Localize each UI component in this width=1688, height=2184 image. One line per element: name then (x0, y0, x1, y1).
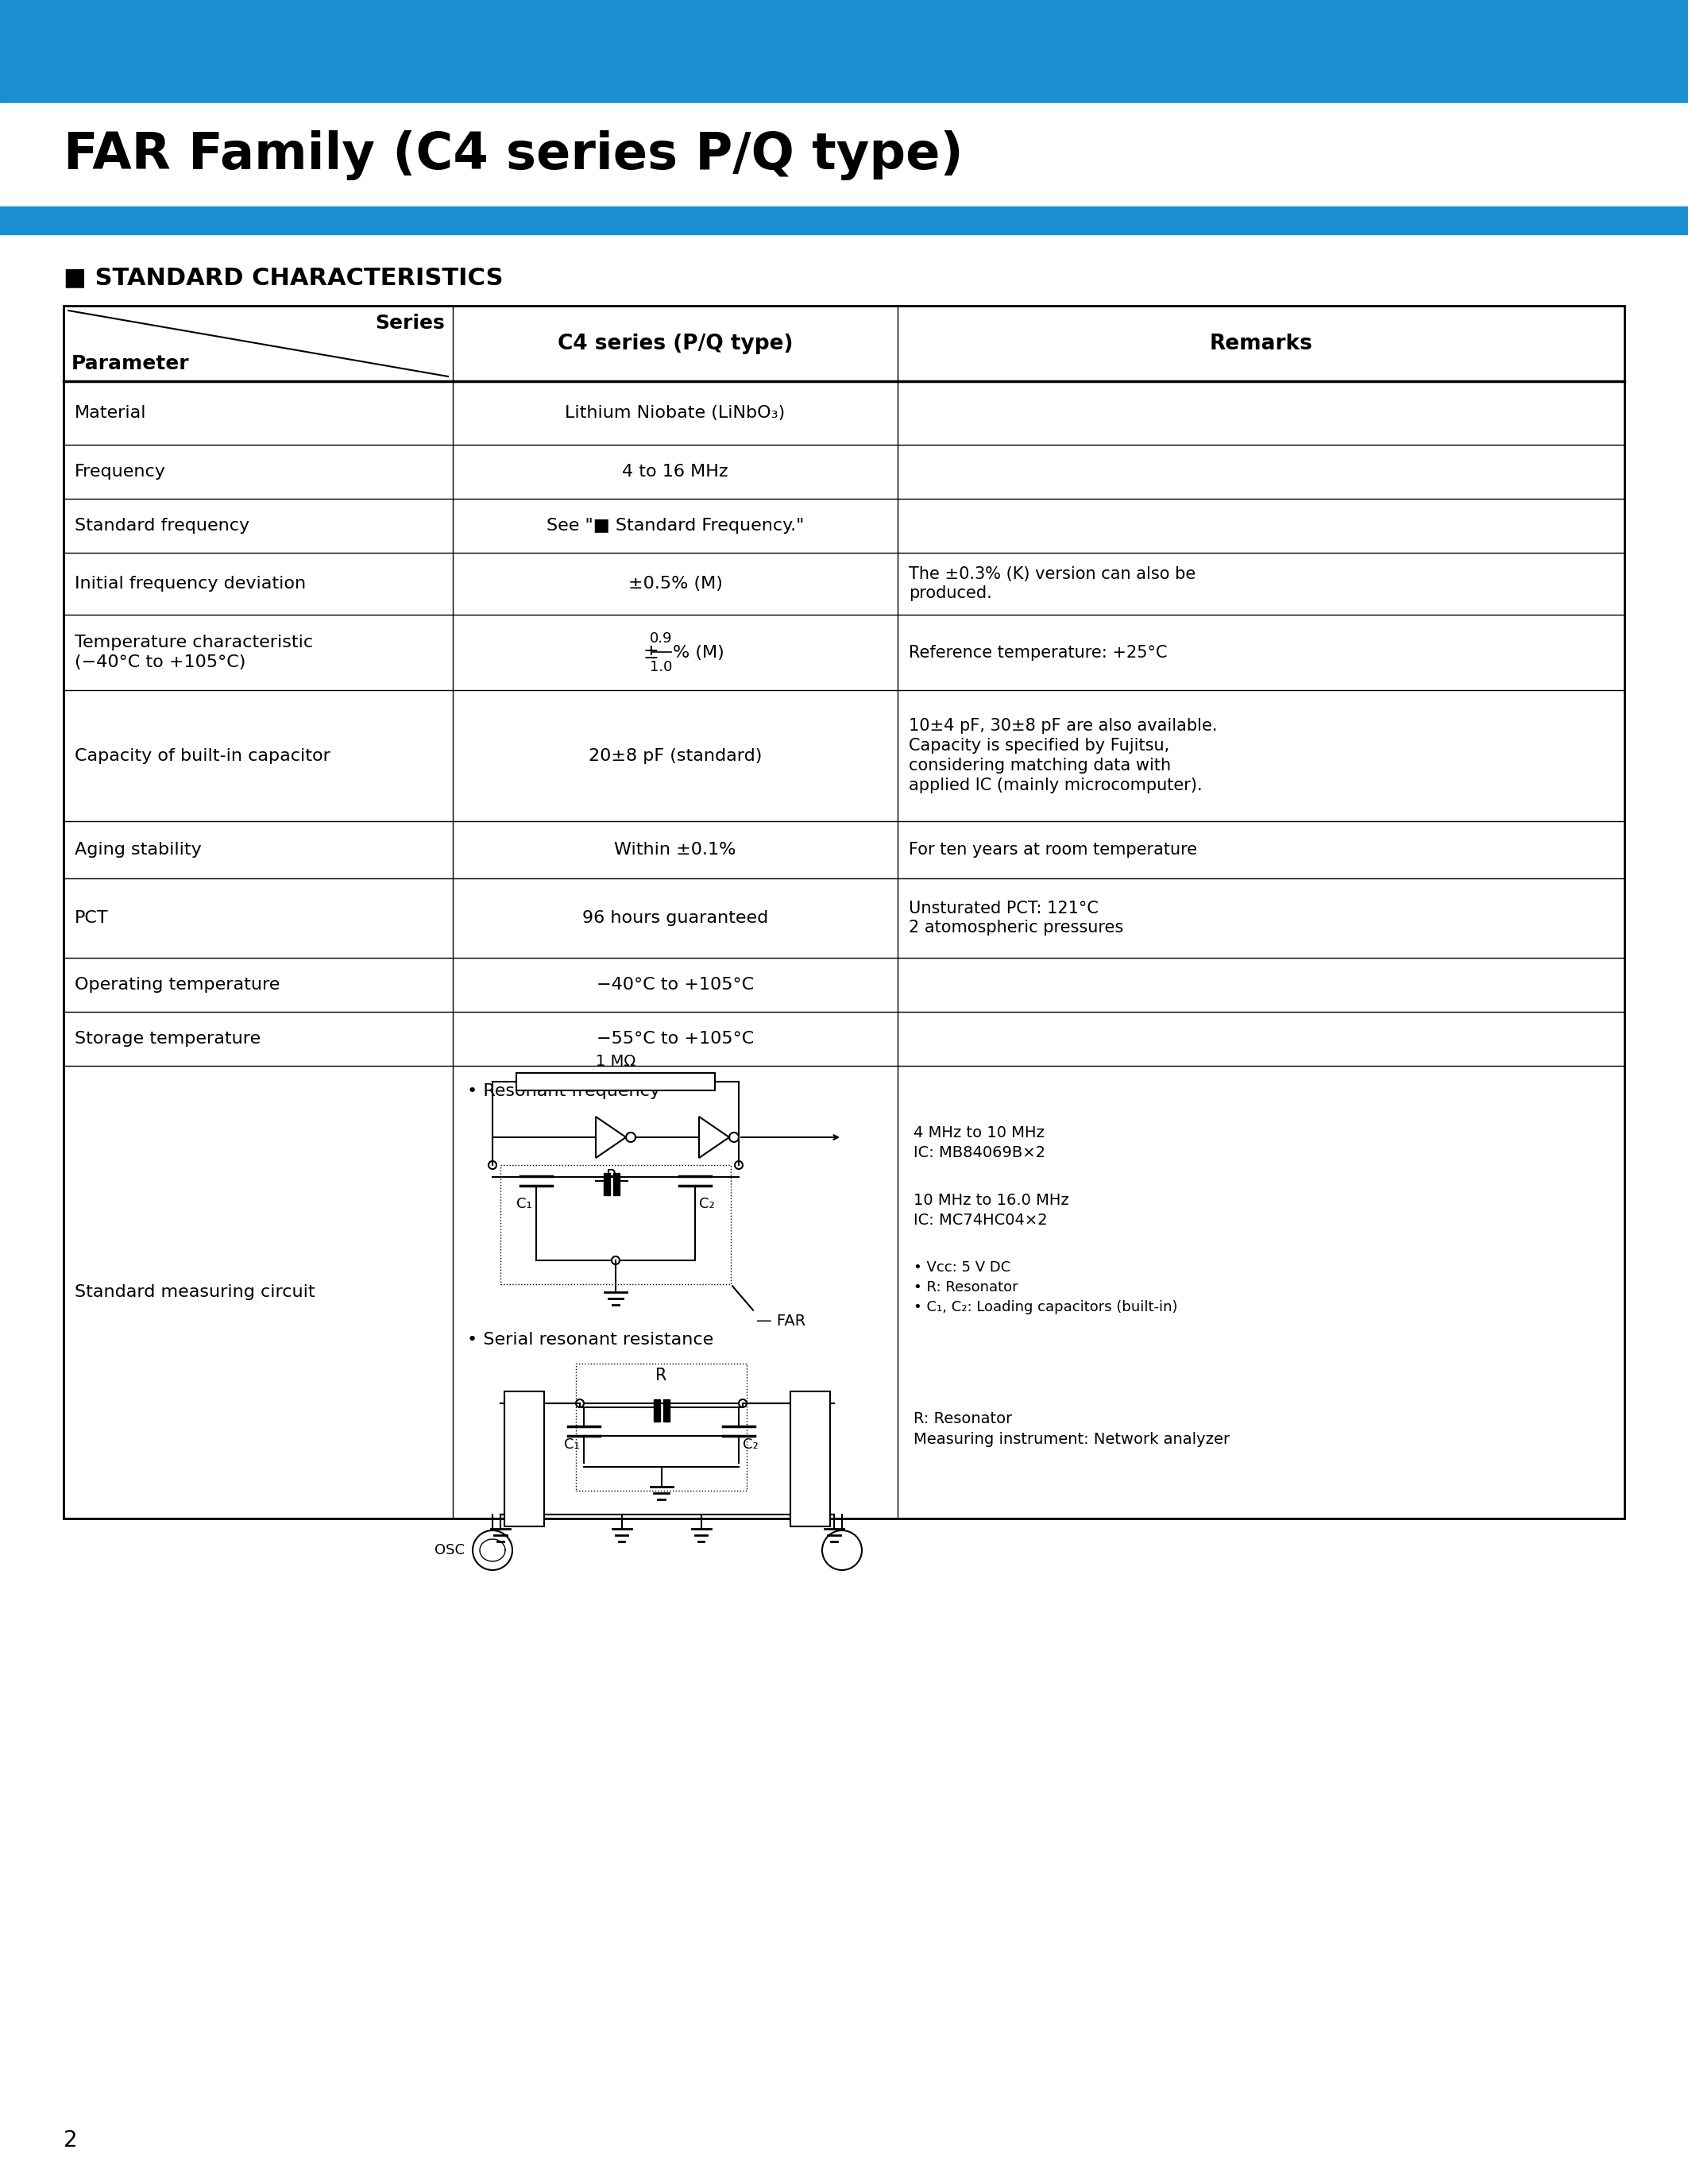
Text: LM: LM (832, 1544, 852, 1557)
Text: • Resonant frequency: • Resonant frequency (468, 1083, 660, 1099)
Text: 4 to 16 MHz: 4 to 16 MHz (623, 463, 728, 480)
Text: The ±0.3% (K) version can also be
produced.: The ±0.3% (K) version can also be produc… (908, 566, 1195, 601)
Text: Unsturated PCT: 121°C
2 atomospheric pressures: Unsturated PCT: 121°C 2 atomospheric pre… (908, 900, 1124, 937)
Bar (500, 1164, 731, 1284)
Text: Material: Material (74, 404, 147, 422)
Text: 0.9: 0.9 (650, 631, 672, 644)
Text: • Serial resonant resistance: • Serial resonant resistance (468, 1332, 714, 1348)
Text: C₁: C₁ (564, 1437, 581, 1452)
Bar (517, 1072, 716, 1090)
Bar (505, 1391, 544, 1527)
Text: — FAR: — FAR (756, 1313, 805, 1328)
Text: C4 series (P/Q type): C4 series (P/Q type) (557, 334, 793, 354)
Text: Parameter: Parameter (71, 354, 189, 373)
Text: 75 Ω: 75 Ω (508, 1452, 542, 1465)
Circle shape (576, 1400, 584, 1406)
Text: See "■ Standard Frequency.": See "■ Standard Frequency." (547, 518, 803, 533)
Text: 1 MΩ: 1 MΩ (596, 1055, 636, 1068)
Circle shape (473, 1531, 513, 1570)
Bar (653, 1400, 660, 1422)
Text: Reference temperature: +25°C: Reference temperature: +25°C (908, 644, 1168, 660)
Text: Storage temperature: Storage temperature (74, 1031, 260, 1046)
Bar (64, 306, 1624, 1518)
Text: ±: ± (643, 642, 658, 662)
Text: OSC: OSC (434, 1544, 464, 1557)
Circle shape (611, 1256, 619, 1265)
Bar (613, 1173, 619, 1195)
Bar (576, 1363, 746, 1492)
Text: Aging stability: Aging stability (74, 841, 201, 858)
Text: 96 hours guaranteed: 96 hours guaranteed (582, 911, 768, 926)
Text: Series: Series (375, 314, 446, 332)
Text: 20±8 pF (standard): 20±8 pF (standard) (589, 747, 761, 764)
Text: ■ STANDARD CHARACTERISTICS: ■ STANDARD CHARACTERISTICS (64, 266, 503, 290)
Bar (0, 0, 1688, 103)
Circle shape (488, 1162, 496, 1168)
Text: For ten years at room temperature: For ten years at room temperature (908, 841, 1197, 858)
Text: 75 Ω: 75 Ω (793, 1452, 827, 1465)
Text: R: Resonator
Measuring instrument: Network analyzer: R: Resonator Measuring instrument: Netwo… (913, 1411, 1231, 1448)
Circle shape (739, 1400, 746, 1406)
Text: R: R (655, 1367, 667, 1382)
Bar (0, 103, 1688, 207)
Text: Temperature characteristic
(−40°C to +105°C): Temperature characteristic (−40°C to +10… (74, 636, 312, 670)
Text: 10±4 pF, 30±8 pF are also available.
Capacity is specified by Fujitsu,
consideri: 10±4 pF, 30±8 pF are also available. Cap… (908, 719, 1217, 793)
Text: −40°C to +105°C: −40°C to +105°C (596, 976, 755, 994)
Text: Remarks: Remarks (1209, 334, 1313, 354)
Text: Lithium Niobate (LiNbO₃): Lithium Niobate (LiNbO₃) (565, 404, 785, 422)
Text: 1.0: 1.0 (650, 660, 672, 675)
Text: Capacity of built-in capacitor: Capacity of built-in capacitor (74, 747, 331, 764)
Circle shape (822, 1531, 863, 1570)
Text: % (M): % (M) (674, 644, 724, 660)
Text: FAR Family (C4 series P/Q type): FAR Family (C4 series P/Q type) (64, 129, 964, 179)
Text: R: R (606, 1168, 618, 1186)
Text: Operating temperature: Operating temperature (74, 976, 280, 994)
Text: • Vcc: 5 V DC
• R: Resonator
• C₁, C₂: Loading capacitors (built-in): • Vcc: 5 V DC • R: Resonator • C₁, C₂: L… (913, 1260, 1178, 1315)
Text: 10 MHz to 16.0 MHz
IC: MC74HC04×2: 10 MHz to 16.0 MHz IC: MC74HC04×2 (913, 1192, 1069, 1227)
Text: 2: 2 (64, 2129, 78, 2151)
Text: C₂: C₂ (699, 1197, 714, 1212)
Text: Within ±0.1%: Within ±0.1% (614, 841, 736, 858)
Text: −55°C to +105°C: −55°C to +105°C (596, 1031, 755, 1046)
Text: C₁: C₁ (517, 1197, 532, 1212)
Text: Initial frequency deviation: Initial frequency deviation (74, 577, 306, 592)
Bar (790, 1391, 830, 1527)
Text: C₂: C₂ (743, 1437, 758, 1452)
Bar (604, 1173, 609, 1195)
Text: 4 MHz to 10 MHz
IC: MB84069B×2: 4 MHz to 10 MHz IC: MB84069B×2 (913, 1125, 1045, 1160)
Text: Frequency: Frequency (74, 463, 165, 480)
Text: ±0.5% (M): ±0.5% (M) (628, 577, 722, 592)
Text: Standard measuring circuit: Standard measuring circuit (74, 1284, 316, 1299)
Bar (0, 207, 1688, 234)
Text: PCT: PCT (74, 911, 108, 926)
Bar (663, 1400, 668, 1422)
Text: Standard frequency: Standard frequency (74, 518, 250, 533)
Circle shape (734, 1162, 743, 1168)
